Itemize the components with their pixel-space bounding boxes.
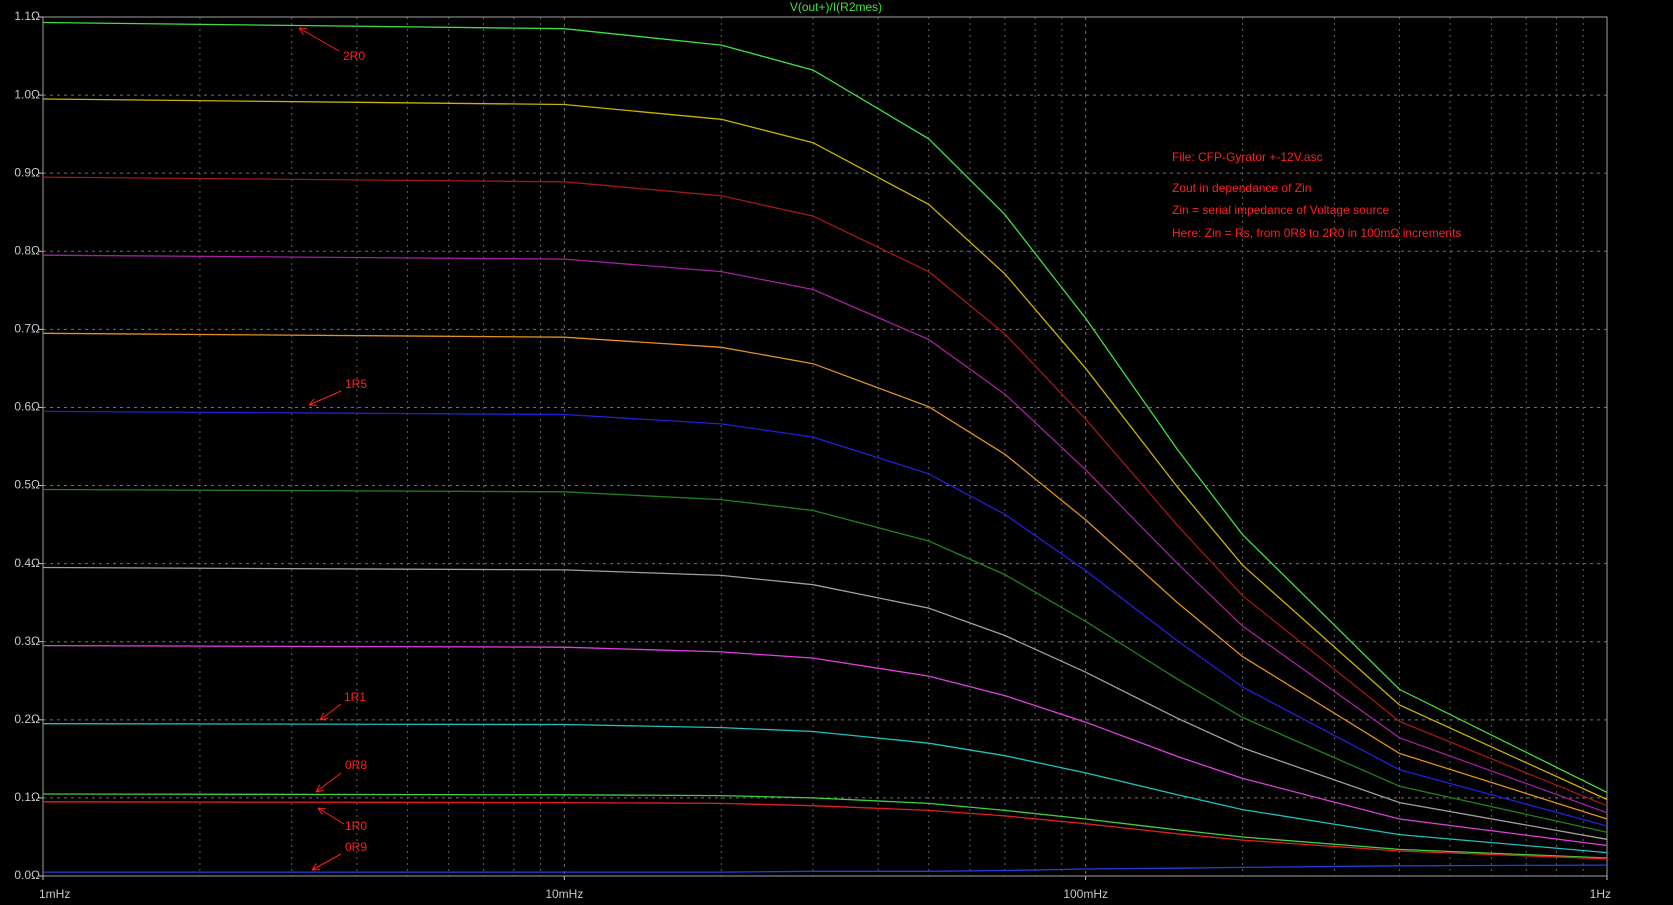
x-tick-label: 1Hz (1590, 887, 1611, 901)
x-tick-label: 1mHz (39, 887, 70, 901)
annotation-arrow (315, 772, 342, 793)
x-tick-label: 100mHz (1063, 887, 1108, 901)
arrow-head (298, 27, 304, 35)
arrow-head (315, 784, 321, 793)
series-line (42, 21, 1608, 793)
note-text: Zout in dependance of Zin (1172, 181, 1311, 195)
arrow-head (308, 398, 315, 406)
series-line (42, 801, 1608, 860)
series-line (42, 644, 1608, 847)
series-line (42, 723, 1608, 854)
annotation-arrow (317, 807, 345, 825)
y-tick-label: 0.8Ω (14, 243, 40, 257)
y-tick-label: 0.7Ω (14, 322, 40, 336)
annotation: 1R0 (345, 819, 367, 833)
series-line (42, 254, 1608, 814)
series-line (42, 176, 1608, 807)
series-line (42, 98, 1608, 801)
y-tick-label: 0.0Ω (14, 868, 40, 882)
arrow-head (317, 807, 327, 810)
y-tick-label: 0.1Ω (14, 790, 40, 804)
y-tick-label: 0.9Ω (14, 165, 40, 179)
annotation: 1R5 (345, 377, 367, 391)
y-tick-label: 0.3Ω (14, 634, 40, 648)
annotation-arrow (308, 390, 342, 406)
series-line (43, 864, 1608, 873)
y-tick-label: 0.5Ω (14, 478, 40, 492)
chart-title: V(out+)/I(R2mes) (790, 0, 882, 14)
y-tick-label: 1.1Ω (14, 9, 40, 23)
annotation: 0R8 (345, 758, 367, 772)
x-tick-label: 10mHz (545, 887, 583, 901)
series-line (42, 332, 1608, 820)
y-tick-label: 1.0Ω (14, 87, 40, 101)
series-line (42, 488, 1608, 833)
y-tick-label: 0.4Ω (14, 556, 40, 570)
arrow-head (319, 712, 325, 721)
annotation-arrow (311, 853, 342, 871)
note-text: Zin = serial impedance of Voltage source (1172, 203, 1389, 217)
arrow-head (298, 27, 308, 30)
arrow-head (319, 717, 328, 721)
series-line (42, 793, 1608, 859)
y-tick-label: 0.2Ω (14, 712, 40, 726)
y-tick-label: 0.6Ω (14, 400, 40, 414)
series-line (42, 566, 1608, 840)
arrow-head (315, 789, 324, 793)
annotation: 0R9 (345, 840, 367, 854)
plot-frame (42, 16, 1608, 877)
annotation-arrow (298, 27, 340, 52)
series-line (42, 410, 1608, 827)
arrow-head (311, 863, 318, 871)
annotation: 1R1 (344, 690, 366, 704)
arrow-head (317, 807, 323, 816)
annotation-arrow (319, 703, 342, 721)
annotation: 2R0 (343, 49, 365, 63)
note-text: File: CFP-Gyrator +-12V.asc (1172, 150, 1323, 164)
note-text: Here: Zin = Rs, from 0R8 to 2R0 in 100mΩ… (1172, 226, 1461, 240)
